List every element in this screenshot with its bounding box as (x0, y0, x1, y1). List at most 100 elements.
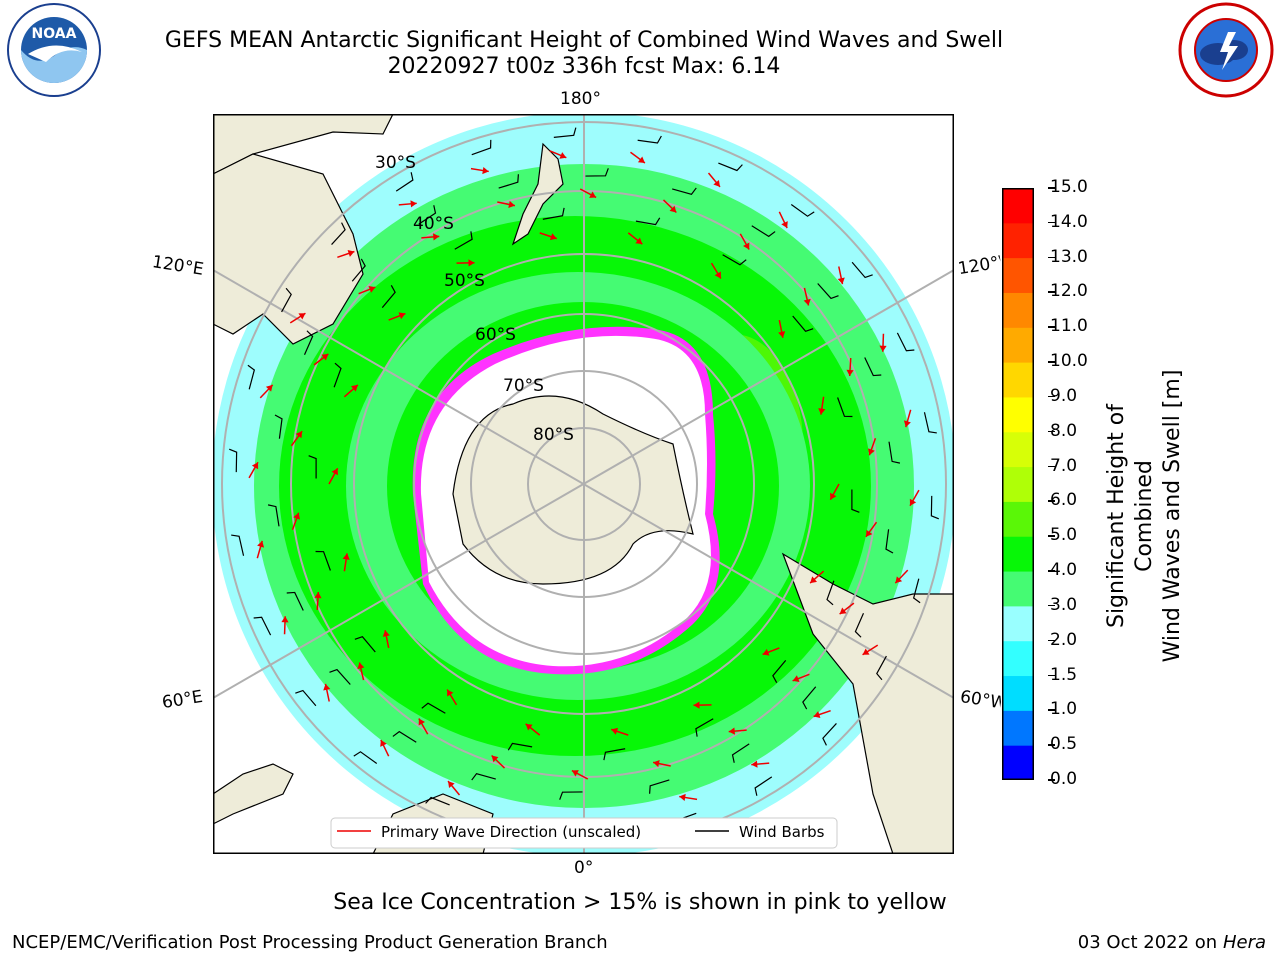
wave-arrow-head (778, 331, 786, 338)
wind-barb (395, 172, 414, 192)
wave-arrow-head (818, 408, 826, 415)
wind-barb (229, 448, 238, 473)
wave-arrow-head (895, 576, 903, 584)
colorbar-tick-label: 3.0 (1048, 594, 1078, 615)
colorbar-tick-label: 11.0 (1048, 316, 1088, 337)
wave-arrow-head (751, 760, 758, 768)
wave-arrow-head (867, 448, 875, 456)
wave-arrow-head (398, 312, 406, 320)
colorbar-segment (1002, 710, 1034, 746)
colorbar-tick-label: 1.5 (1048, 664, 1078, 685)
wind-barb (354, 636, 376, 653)
chart-title: GEFS MEAN Antarctic Significant Height o… (164, 28, 1004, 53)
wave-arrow-head (862, 648, 870, 655)
wave-arrow-head (693, 701, 700, 709)
wind-barb (333, 362, 342, 388)
wind-barb (718, 162, 743, 172)
chart-subtitle: 20220927 t00z 336h fcst Max: 6.14 (387, 54, 781, 79)
wind-barb (559, 791, 583, 800)
wind-barb (790, 204, 815, 217)
wind-barb (885, 529, 894, 554)
wind-barb (542, 207, 565, 220)
wave-arrow-head (281, 616, 289, 623)
wave-arrow-head (714, 271, 721, 279)
colorbar-segment (1002, 257, 1034, 293)
colorbar-segment (1002, 501, 1034, 537)
colorbar-tick-label: 9.0 (1048, 385, 1078, 406)
colorbar-segment (1002, 362, 1034, 398)
wave-arrow-head (879, 345, 887, 352)
colorbar-segment (1002, 745, 1034, 781)
colorbar-tick-label: 7.0 (1048, 455, 1078, 476)
wave-arrow-head (265, 384, 273, 392)
colorbar-segment (1002, 571, 1034, 607)
lat-label-80s: 80°S (533, 425, 574, 445)
wave-arrow-head (351, 384, 358, 392)
africa-land (213, 763, 294, 825)
wave-arrow-head (903, 420, 911, 428)
wind-barb (247, 364, 256, 390)
colorbar-segment (1002, 222, 1034, 259)
lon-label-120w: 120°W (956, 252, 1003, 280)
colorbar-tick-label: 15.0 (1048, 177, 1088, 197)
wind-barbs (229, 127, 939, 829)
colorbar (1002, 188, 1034, 781)
wave-arrow-head (382, 630, 390, 637)
footer-credit: NCEP/EMC/Verification Post Processing Pr… (12, 932, 608, 953)
wind-barb (695, 718, 714, 737)
wind-barb (498, 174, 519, 189)
wind-barb (837, 397, 853, 418)
wind-barb (392, 730, 417, 743)
wind-barb (253, 616, 272, 636)
wave-arrow-head (251, 462, 259, 470)
wind-barb (754, 776, 773, 796)
wave-arrow-head (298, 313, 306, 320)
wave-arrow-head (830, 492, 837, 500)
wave-arrow-head (839, 607, 847, 615)
wind-barb (672, 187, 697, 196)
map-frame (213, 114, 954, 854)
wind-barb (286, 591, 304, 611)
wave-arrow-head (525, 723, 533, 731)
wave-arrow-head (559, 152, 567, 159)
wave-arrow-head (909, 498, 917, 506)
wind-barb (851, 489, 860, 513)
colorbar-tick-label: 14.0 (1048, 211, 1088, 232)
wind-barb (351, 258, 366, 282)
wind-barb (649, 779, 670, 794)
wind-barb (281, 287, 292, 313)
wind-barb (635, 217, 661, 226)
wave-arrow-head (491, 755, 499, 763)
wind-barb (792, 315, 814, 332)
colorbar-segment (1002, 466, 1034, 502)
wave-arrow-head (669, 205, 677, 213)
wave-arrow-head (728, 727, 735, 735)
wind-barb (912, 578, 921, 604)
wind-barb (331, 222, 346, 245)
wave-arrow-head (448, 781, 455, 789)
lon-label-60w: 60°W (958, 686, 1003, 714)
wave-arrow-head (410, 200, 417, 208)
wave-arrow-head (447, 689, 454, 697)
colorbar-tick-label: 1.0 (1048, 699, 1078, 720)
colorbar-tick-label: 13.0 (1048, 246, 1088, 267)
wind-barb (826, 580, 835, 606)
wind-barb (471, 772, 496, 781)
wind-barb (851, 261, 873, 279)
colorbar-tick-label: 12.0 (1048, 281, 1088, 302)
wave-arrow-head (635, 237, 643, 245)
wave-arrow-head (762, 648, 770, 656)
wave-arrow-head (321, 353, 329, 361)
colorbar-segment (1002, 640, 1034, 677)
footer-host: Hera (1222, 932, 1266, 953)
wind-barb (802, 686, 817, 710)
wave-arrow-head (342, 553, 350, 560)
wind-barb (421, 702, 446, 714)
wind-barb (507, 742, 533, 751)
colorbar-tick-label: 0.0 (1048, 769, 1078, 789)
colorbar-segment (1002, 327, 1034, 363)
wind-barb (418, 205, 437, 225)
wave-arrow-head (637, 156, 645, 163)
wind-barb (888, 441, 901, 464)
wind-barb (353, 751, 378, 764)
